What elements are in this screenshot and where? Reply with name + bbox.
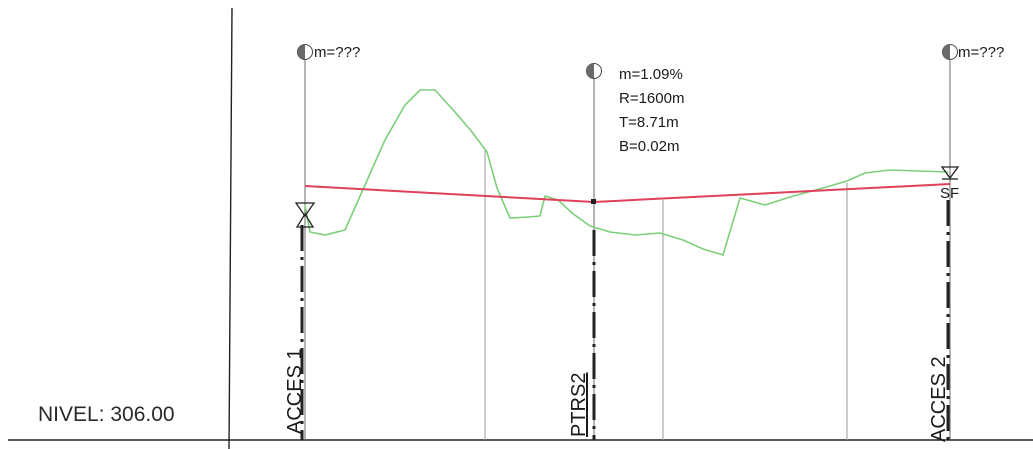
grade-line [304, 183, 951, 204]
curve-mid-bisector: B=0.02m [619, 138, 679, 155]
end-marker-label: SF [940, 185, 959, 202]
curve-mid-slope: m=1.09% [619, 66, 683, 83]
curve-mid-tangent: T=8.71m [619, 114, 679, 131]
level-label: NIVEL: 306.00 [38, 403, 175, 426]
station-label-right: ACCES 2 [928, 356, 950, 442]
vertical-curve-symbol-middle [586, 63, 602, 79]
vertical-curve-symbol-right [942, 44, 958, 60]
station-marker-right [940, 166, 960, 180]
vertical-curve-symbol-left [297, 44, 313, 60]
curve-right-slope: m=??? [958, 44, 1004, 61]
station-label-middle: PTRS2 [568, 373, 590, 437]
pvi-marker [591, 199, 596, 204]
profile-left-border [228, 7, 233, 449]
station-label-left: ACCES 1 [284, 348, 306, 434]
curve-left-slope: m=??? [314, 44, 360, 61]
terrain-line [304, 89, 949, 256]
curve-mid-radius: R=1600m [619, 90, 684, 107]
station-marker-left [294, 202, 316, 228]
